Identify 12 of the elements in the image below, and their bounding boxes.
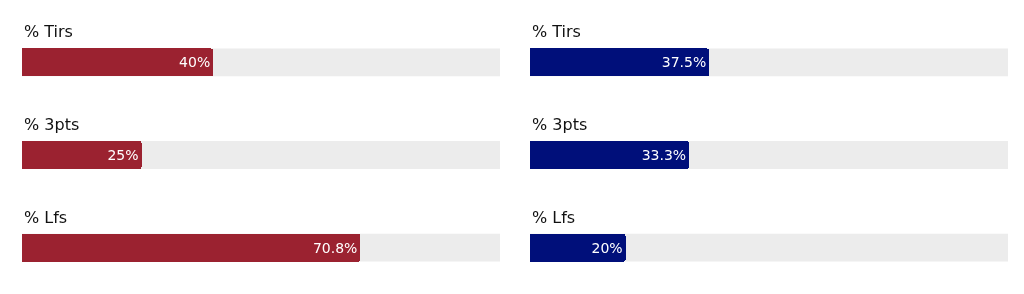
- category-label: % 3pts: [24, 115, 80, 134]
- data-label: 40%: [179, 54, 211, 71]
- data-label: 70.8%: [312, 239, 358, 256]
- category-label: % Tirs: [24, 22, 73, 41]
- data-label: 37.5%: [661, 54, 707, 71]
- data-label: 20%: [591, 239, 623, 256]
- category-label: % Lfs: [24, 208, 68, 227]
- data-label: 25%: [107, 147, 139, 163]
- data-label: 33.3%: [641, 147, 687, 163]
- category-label: % Tirs: [532, 22, 581, 41]
- category-label: % 3pts: [532, 115, 588, 134]
- category-label: % Lfs: [532, 208, 576, 227]
